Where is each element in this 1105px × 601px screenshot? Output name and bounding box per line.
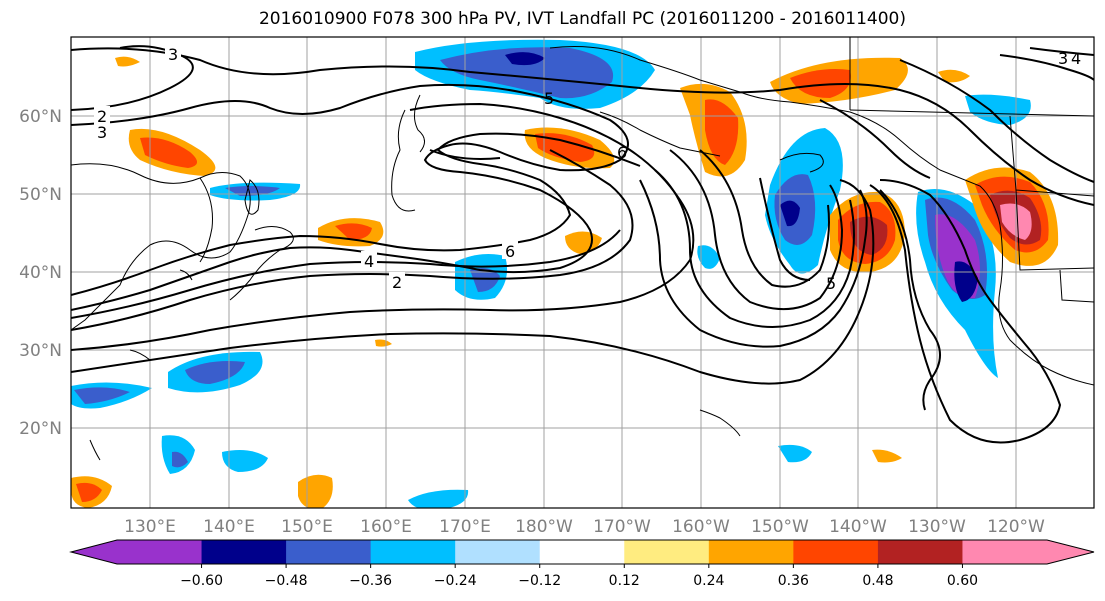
coastlines <box>71 37 1094 461</box>
map-frame <box>70 36 1095 509</box>
contour-label: 6 <box>617 143 627 162</box>
colorbar-tick-label: −0.12 <box>518 573 561 589</box>
colorbar-outline <box>69 539 1095 565</box>
colorbar-tick-label: 0.12 <box>609 573 640 589</box>
lon-label: 130°E <box>124 517 176 537</box>
contour-label: 5 <box>544 89 554 108</box>
lon-label: 160°W <box>672 517 730 537</box>
lon-label: 180°W <box>515 517 573 537</box>
colorbar-segment <box>624 540 710 564</box>
colorbar-tick-label: 0.48 <box>862 573 893 589</box>
longitude-labels: 130°E 140°E 150°E 160°E 170°E 180°W 170°… <box>124 517 1045 537</box>
lon-label: 140°E <box>203 517 255 537</box>
colorbar-tick-label: −0.36 <box>349 573 392 589</box>
lon-label: 170°W <box>593 517 651 537</box>
lat-label: 50°N <box>19 185 62 205</box>
latitude-labels: 60°N 50°N 40°N 30°N 20°N <box>19 107 62 439</box>
pv-contours <box>71 45 1094 444</box>
colorbar-segment <box>877 540 963 564</box>
contour-label: 5 <box>826 274 836 293</box>
graticule <box>71 37 1094 508</box>
colorbar-segment <box>370 540 456 564</box>
colorbar-segment <box>117 540 203 564</box>
contour-label: 2 <box>392 273 402 292</box>
lon-label: 150°W <box>751 517 809 537</box>
lat-label: 40°N <box>19 263 62 283</box>
colorbar-segment <box>962 540 1048 564</box>
contour-label: 3 <box>97 123 107 142</box>
colorbar-segment <box>539 540 625 564</box>
colorbar-extend-max <box>1047 540 1094 564</box>
colorbar-tick-label: 0.36 <box>778 573 809 589</box>
lat-label: 30°N <box>19 341 62 361</box>
lon-label: 130°W <box>908 517 966 537</box>
colorbar-segment <box>708 540 794 564</box>
contour-label: 4 <box>364 252 374 271</box>
map-title: 2016010900 F078 300 hPa PV, IVT Landfall… <box>258 9 906 29</box>
colorbar-tick-label: 0.60 <box>947 573 978 589</box>
lat-label: 20°N <box>19 419 62 439</box>
colorbar-segment <box>201 540 287 564</box>
contour-label: 2 <box>97 107 107 126</box>
colorbar: −0.60 −0.48 −0.36 −0.24 −0.12 0.12 0.24 0.36 0.4… <box>69 539 1095 589</box>
contour-label: 4 <box>1071 49 1081 68</box>
contour-label: 6 <box>505 242 515 261</box>
lon-label: 150°E <box>281 517 333 537</box>
lon-label: 140°W <box>829 517 887 537</box>
colorbar-segment <box>455 540 541 564</box>
lat-label: 60°N <box>19 107 62 127</box>
lon-label: 120°W <box>987 517 1045 537</box>
contour-label: 3 <box>168 45 178 64</box>
colorbar-segment <box>793 540 879 564</box>
colorbar-tick-label: −0.24 <box>434 573 477 589</box>
colorbar-tick-label: −0.60 <box>180 573 223 589</box>
contour-label: 3 <box>1058 49 1068 68</box>
colorbar-tick-label: −0.48 <box>265 573 308 589</box>
lon-label: 160°E <box>360 517 412 537</box>
colorbar-extend-min <box>71 540 117 564</box>
lon-label: 170°E <box>439 517 491 537</box>
colorbar-segment <box>286 540 372 564</box>
shaded-anomalies <box>71 39 1059 508</box>
contour-labels: 3 2 3 5 6 6 4 2 5 3 4 <box>94 44 1081 293</box>
colorbar-tick-label: 0.24 <box>693 573 724 589</box>
